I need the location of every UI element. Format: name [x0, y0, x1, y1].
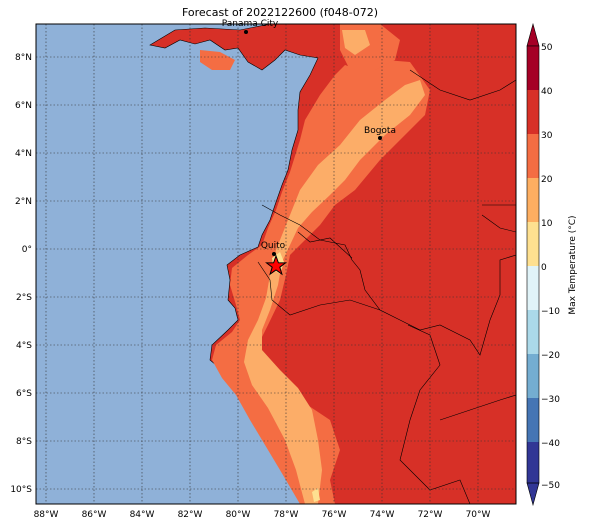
land-temperature-10-20-north: [342, 30, 370, 55]
city-dot-quito: [272, 252, 276, 256]
colorbar-segment: [527, 134, 539, 178]
colorbar-segment: [527, 266, 539, 310]
colorbar-segment: [527, 442, 539, 483]
lat-tick: 8°N: [15, 53, 32, 63]
colorbar-tick: −10: [541, 307, 560, 317]
lat-tick: 2°S: [16, 293, 32, 303]
graticule: [36, 24, 516, 504]
colorbar: 50 40 30 20 10 0 −10 −20 −30 −40 −50 Max…: [526, 22, 578, 507]
colorbar-tick: 10: [541, 219, 553, 229]
lon-tick: 86°W: [82, 510, 107, 520]
colorbar-tick: 30: [541, 131, 553, 141]
colorbar-segment: [527, 46, 539, 90]
country-borders: [257, 69, 516, 504]
lon-tick: 72°W: [418, 510, 443, 520]
land-temperature-0-10-south: [312, 488, 320, 502]
lon-tick: 74°W: [370, 510, 395, 520]
lat-tick: 8°S: [16, 437, 32, 447]
lat-tick: 4°N: [15, 149, 32, 159]
colorbar-segment: [527, 222, 539, 266]
lat-tick: 10°S: [10, 485, 32, 495]
map-title: Forecast of 2022122600 (f048-072): [181, 6, 379, 19]
colorbar-tick: 40: [541, 87, 553, 97]
city-label-quito: Quito: [261, 241, 286, 251]
colorbar-segment: [527, 310, 539, 354]
map-area: [36, 24, 516, 504]
land-temperature-10-20: [244, 80, 425, 504]
city-dot-bogota: [378, 136, 382, 140]
colorbar-label: Max Temperature (°C): [568, 215, 578, 314]
colorbar-tick: −30: [541, 395, 560, 405]
colorbar-tick: 20: [541, 175, 553, 185]
longitude-ticks: 88°W 86°W 84°W 82°W 80°W 78°W 76°W 74°W …: [34, 510, 491, 520]
colorbar-extend-bottom: [526, 482, 540, 507]
land-temperature-20-30-panama: [200, 50, 235, 70]
colorbar-tick: 0: [541, 263, 547, 273]
colorbar-segment: [527, 90, 539, 134]
colorbar-tick: −50: [541, 481, 560, 491]
location-star-icon: [265, 254, 287, 276]
colorbar-tick: 50: [541, 43, 553, 53]
lat-tick: 6°S: [16, 389, 32, 399]
lon-tick: 80°W: [226, 510, 251, 520]
city-label-bogota: Bogota: [364, 126, 396, 136]
lon-tick: 84°W: [130, 510, 155, 520]
colorbar-segment: [527, 178, 539, 222]
colorbar-segment: [527, 354, 539, 398]
lat-tick: 2°N: [15, 197, 32, 207]
colorbar-extend-top: [526, 22, 540, 47]
lat-tick: 0°: [22, 245, 32, 255]
map-frame: [35, 23, 517, 505]
lon-tick: 76°W: [322, 510, 347, 520]
lon-tick: 82°W: [178, 510, 203, 520]
colorbar-tick: −40: [541, 439, 560, 449]
colorbar-segment: [527, 398, 539, 442]
lat-tick: 6°N: [15, 101, 32, 111]
city-dot-panama-city: [244, 30, 248, 34]
latitude-ticks: 8°N 6°N 4°N 2°N 0° 2°S 4°S 6°S 8°S 10°S: [10, 53, 32, 495]
lon-tick: 78°W: [274, 510, 299, 520]
lon-tick: 88°W: [34, 510, 59, 520]
lon-tick: 70°W: [466, 510, 491, 520]
colorbar-frame: [526, 45, 540, 484]
colorbar-tick: −20: [541, 351, 560, 361]
lat-tick: 4°S: [16, 341, 32, 351]
